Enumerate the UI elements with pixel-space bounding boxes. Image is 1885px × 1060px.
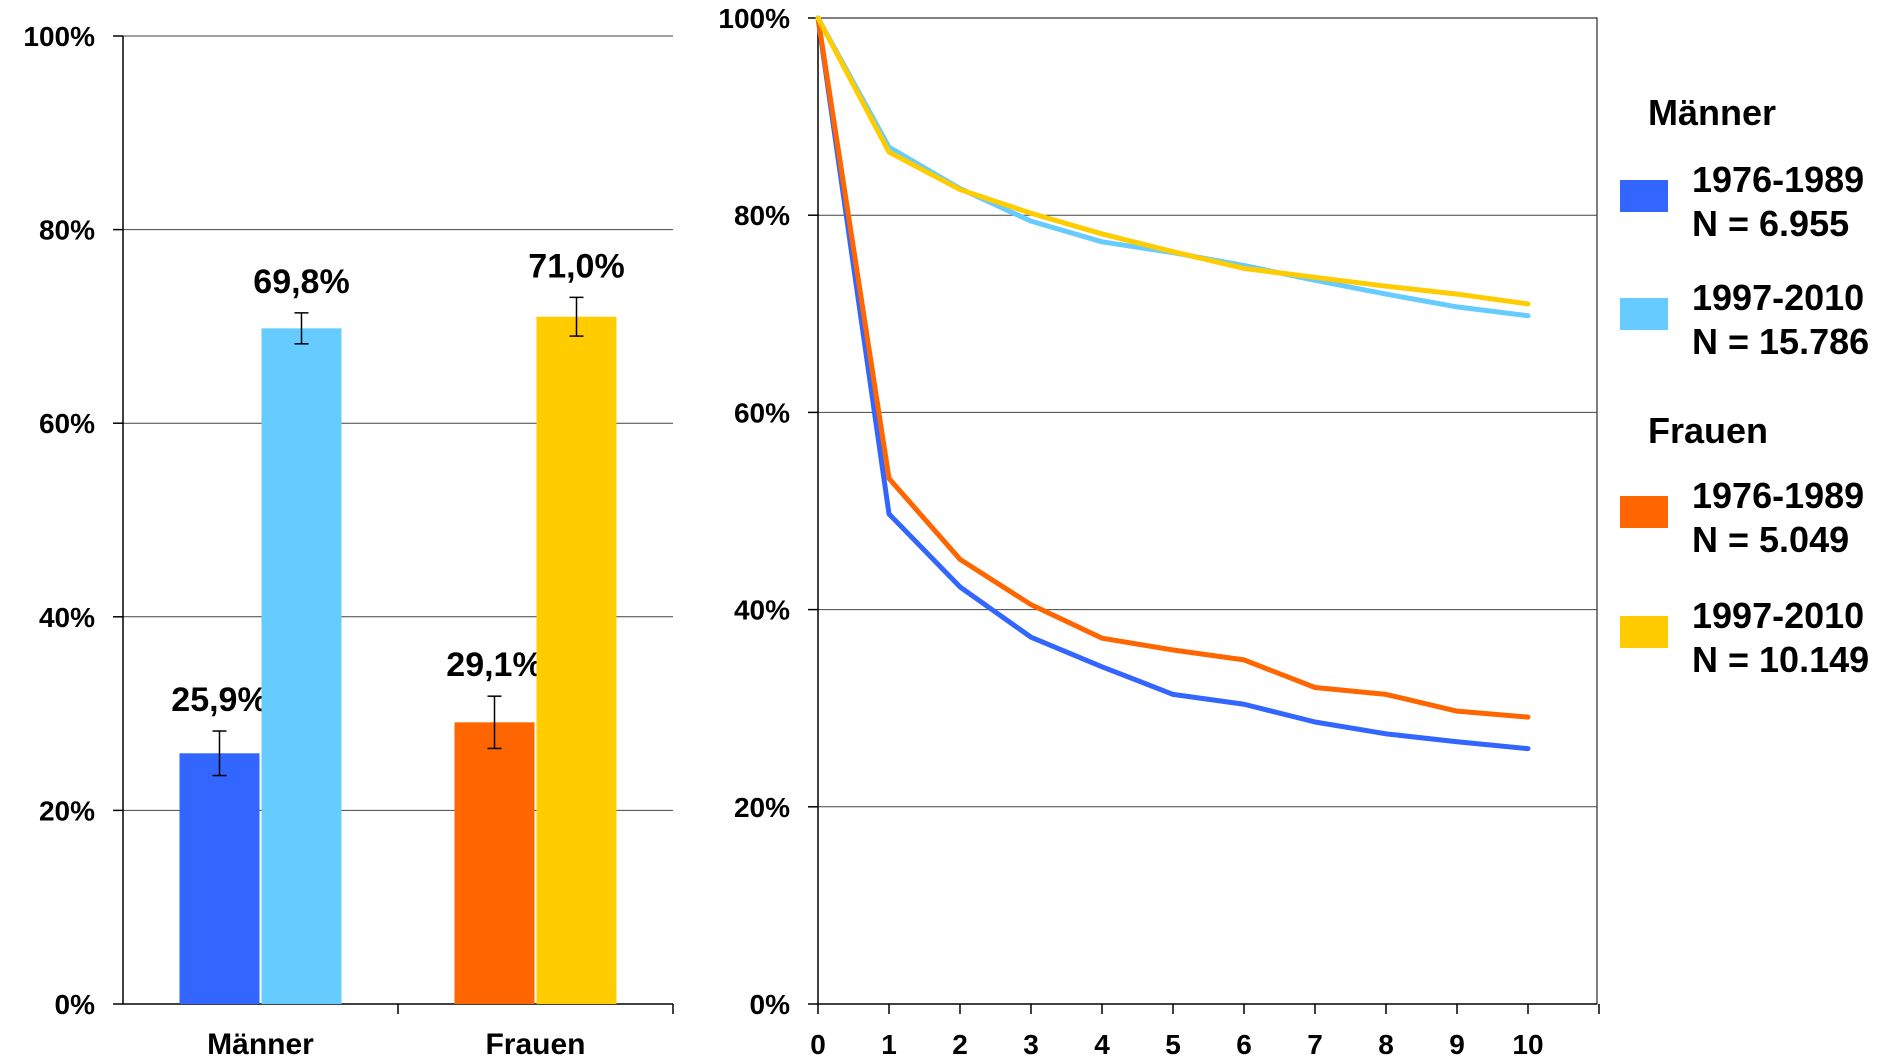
bar-data-label: 71,0% bbox=[528, 247, 624, 285]
line-x-tick-label: 5 bbox=[1165, 1029, 1181, 1060]
legend-item-maenner-1997: 1997-2010 N = 15.786 bbox=[1620, 276, 1880, 376]
bar-y-tick-label: 80% bbox=[39, 215, 95, 246]
line-x-tick-label: 8 bbox=[1378, 1029, 1394, 1060]
legend-swatch-maenner-1997 bbox=[1620, 298, 1668, 330]
line-plot-frame bbox=[817, 17, 1598, 1005]
bar-y-tick-label: 40% bbox=[39, 602, 95, 633]
line-x-tick-label: 7 bbox=[1307, 1029, 1323, 1060]
bar bbox=[454, 722, 535, 1004]
line-x-tick-label: 4 bbox=[1094, 1029, 1110, 1060]
line-y-tick-label: 20% bbox=[734, 792, 790, 823]
line-x-tick-label: 0 bbox=[810, 1029, 826, 1060]
line-y-tick-label: 100% bbox=[718, 3, 790, 34]
legend-label-maenner-1997-period: 1997-2010 bbox=[1692, 277, 1865, 318]
line-x-tick-label: 1 bbox=[881, 1029, 897, 1060]
bar-category-label: Männer bbox=[207, 1028, 314, 1060]
bar-data-label: 25,9% bbox=[171, 681, 267, 719]
legend: Männer 1976-1989 N = 6.955 1997-2010 N =… bbox=[1620, 0, 1880, 1060]
legend-item-maenner-1976: 1976-1989 N = 6.955 bbox=[1620, 158, 1880, 258]
line-x-tick-label: 3 bbox=[1023, 1029, 1039, 1060]
legend-item-frauen-1976: 1976-1989 N = 5.049 bbox=[1620, 474, 1880, 574]
line-y-tick-label: 80% bbox=[734, 200, 790, 231]
bar-data-label: 29,1% bbox=[446, 646, 542, 684]
bar bbox=[261, 328, 342, 1004]
line-y-tick-label: 0% bbox=[750, 989, 791, 1020]
legend-label-frauen-1997-period: 1997-2010 bbox=[1692, 595, 1865, 636]
line-series-maenner_1976 bbox=[815, 15, 1531, 752]
bar-data-label: 69,8% bbox=[253, 263, 349, 301]
bar-y-tick-label: 0% bbox=[55, 989, 96, 1020]
legend-swatch-frauen-1976 bbox=[1620, 496, 1668, 528]
line-x-tick-label: 2 bbox=[952, 1029, 968, 1060]
legend-swatch-maenner-1976 bbox=[1620, 180, 1668, 212]
line-series-frauen_1976 bbox=[815, 15, 1531, 720]
legend-label-maenner-1976-n: N = 6.955 bbox=[1692, 203, 1850, 244]
line-y-tick-label: 40% bbox=[734, 595, 790, 626]
line-y-tick-label: 60% bbox=[734, 397, 790, 428]
line-x-tick-label: 10 bbox=[1512, 1029, 1543, 1060]
legend-label-maenner-1997-n: N = 15.786 bbox=[1692, 321, 1870, 362]
legend-group-title-maenner: Männer bbox=[1648, 92, 1777, 133]
bar bbox=[536, 316, 617, 1005]
line-x-tick-label: 6 bbox=[1236, 1029, 1252, 1060]
bar-y-tick-label: 20% bbox=[39, 795, 95, 826]
line-series-frauen_1997 bbox=[815, 15, 1531, 307]
bar-y-tick-label: 60% bbox=[39, 408, 95, 439]
bar bbox=[179, 753, 260, 1004]
legend-label-frauen-1976-n: N = 5.049 bbox=[1692, 519, 1850, 560]
legend-swatch-frauen-1997 bbox=[1620, 616, 1668, 648]
legend-group-title-frauen: Frauen bbox=[1648, 410, 1769, 451]
legend-item-frauen-1997: 1997-2010 N = 10.149 bbox=[1620, 594, 1880, 694]
legend-label-frauen-1997-n: N = 10.149 bbox=[1692, 639, 1870, 680]
bar-category-label: Frauen bbox=[485, 1028, 585, 1060]
legend-label-frauen-1976-period: 1976-1989 bbox=[1692, 475, 1865, 516]
line-x-tick-label: 9 bbox=[1449, 1029, 1465, 1060]
line-series-maenner_1997 bbox=[815, 15, 1531, 319]
legend-label-maenner-1976-period: 1976-1989 bbox=[1692, 159, 1865, 200]
bar-y-tick-label: 100% bbox=[23, 21, 95, 52]
